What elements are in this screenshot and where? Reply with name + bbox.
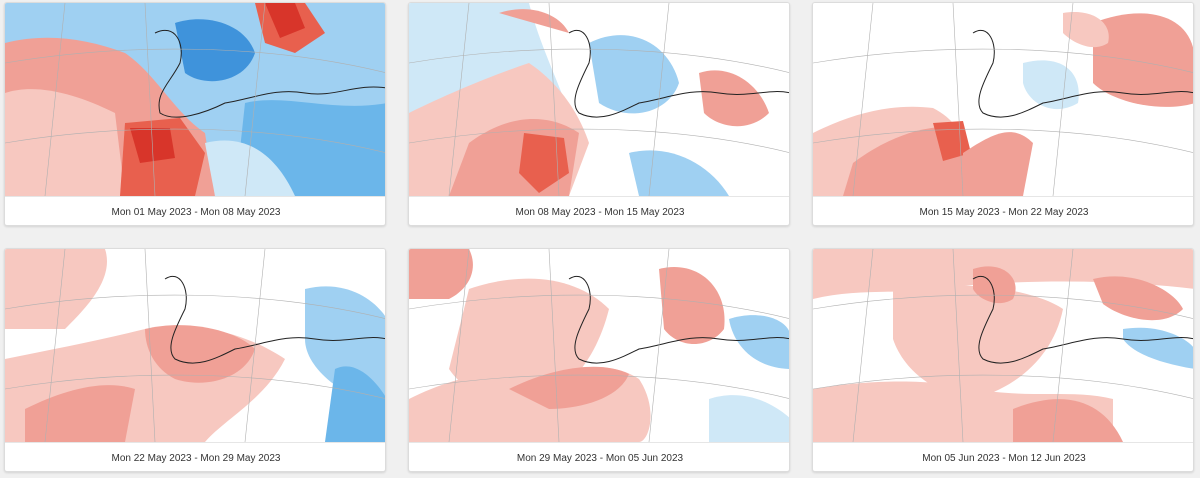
anomaly-map [5, 249, 385, 442]
forecast-card[interactable]: Mon 22 May 2023 - Mon 29 May 2023 [4, 248, 386, 472]
anomaly-map [813, 249, 1193, 442]
anomaly-map [5, 3, 385, 196]
forecast-card[interactable]: Mon 15 May 2023 - Mon 22 May 2023 [812, 2, 1194, 226]
anomaly-map [409, 3, 789, 196]
forecast-period-label: Mon 08 May 2023 - Mon 15 May 2023 [409, 196, 789, 225]
forecast-card[interactable]: Mon 05 Jun 2023 - Mon 12 Jun 2023 [812, 248, 1194, 472]
forecast-period-label: Mon 01 May 2023 - Mon 08 May 2023 [5, 196, 385, 225]
forecast-period-label: Mon 29 May 2023 - Mon 05 Jun 2023 [409, 442, 789, 471]
forecast-card[interactable]: Mon 08 May 2023 - Mon 15 May 2023 [408, 2, 790, 226]
forecast-period-label: Mon 15 May 2023 - Mon 22 May 2023 [813, 196, 1193, 225]
forecast-card[interactable]: Mon 29 May 2023 - Mon 05 Jun 2023 [408, 248, 790, 472]
anomaly-map [409, 249, 789, 442]
forecast-period-label: Mon 05 Jun 2023 - Mon 12 Jun 2023 [813, 442, 1193, 471]
anomaly-map [813, 3, 1193, 196]
forecast-period-label: Mon 22 May 2023 - Mon 29 May 2023 [5, 442, 385, 471]
forecast-card[interactable]: Mon 01 May 2023 - Mon 08 May 2023 [4, 2, 386, 226]
